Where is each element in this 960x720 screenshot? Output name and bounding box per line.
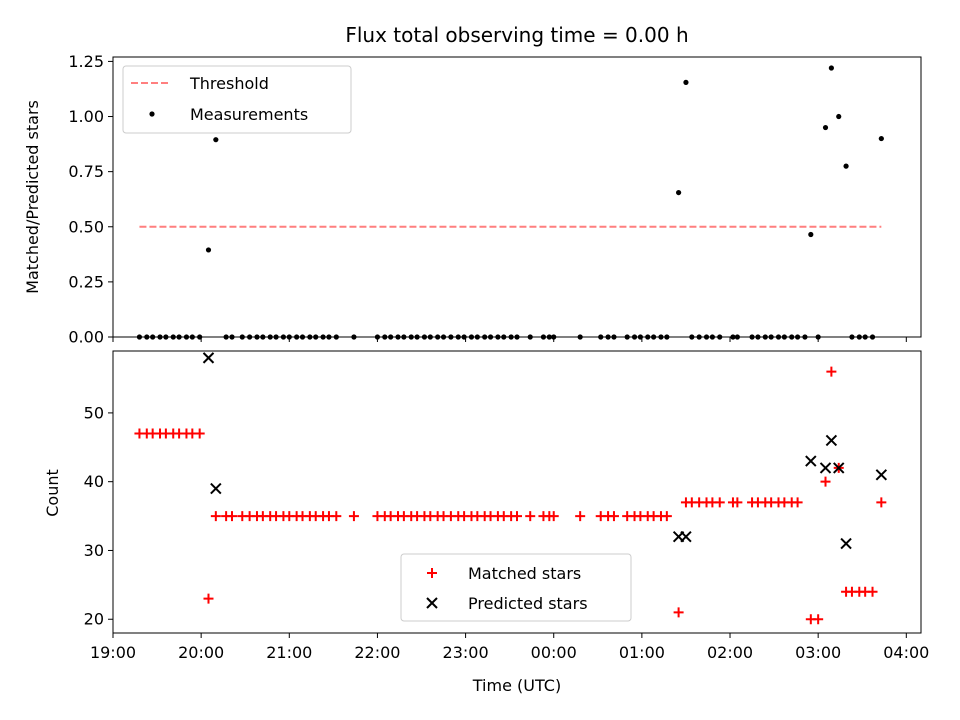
matched-stars-point (512, 511, 522, 522)
matched-stars-point (876, 497, 887, 508)
bottom-axes-frame (112, 350, 922, 634)
x-tick-label: 23:00 (443, 643, 489, 662)
matched-stars-point (732, 497, 743, 508)
predicted-stars-point (825, 434, 838, 447)
x-tick-label: 02:00 (707, 643, 753, 662)
measurement-point (205, 247, 212, 253)
chart-title: Flux total observing time = 0.00 h (345, 23, 688, 47)
top-axes-frame (112, 56, 922, 338)
top-y-tick-label: 0.50 (68, 217, 104, 236)
top-y-tick-label: 0.00 (68, 328, 104, 347)
x-axis-label: Time (UTC) (472, 676, 561, 695)
matched-stars-point (548, 511, 559, 522)
matched-stars-point (348, 511, 359, 522)
x-tick-label: 20:00 (178, 643, 224, 662)
matched-stars-point (226, 511, 237, 522)
predicted-stars-point (210, 482, 222, 495)
legend-matched-swatch (427, 568, 437, 578)
bottom-y-tick-label: 40 (84, 472, 104, 491)
top-y-axis-label: Matched/Predicted stars (23, 100, 42, 294)
legend-measurements-label: Measurements (190, 105, 308, 124)
x-tick-label: 00:00 (531, 643, 577, 662)
predicted-stars-point (680, 530, 692, 543)
predicted-stars-point (202, 352, 215, 364)
top-y-tick-label: 1.25 (68, 52, 104, 71)
measurement-point (213, 137, 219, 143)
top-y-tick-label: 1.00 (68, 107, 104, 126)
measurement-point (878, 135, 884, 142)
x-tick-label: 03:00 (795, 643, 841, 662)
top-y-tick-label: 0.25 (68, 272, 104, 291)
matched-stars-point (792, 497, 803, 508)
legend-threshold-label: Threshold (189, 74, 269, 93)
matched-stars-point (661, 511, 672, 522)
matched-stars-point (820, 476, 831, 487)
measurement-point (828, 65, 834, 71)
matched-stars-point (826, 366, 837, 377)
legend-measurements-swatch (149, 111, 155, 117)
bottom-y-tick-label: 30 (84, 541, 104, 560)
predicted-stars-point (833, 462, 845, 474)
matched-stars-point (813, 614, 824, 625)
measurement-point (808, 231, 814, 238)
bottom-legend-box (400, 553, 632, 622)
x-tick-label: 01:00 (619, 643, 665, 662)
measurement-point (836, 113, 842, 120)
predicted-stars-point (819, 462, 832, 474)
predicted-stars-point (875, 469, 888, 481)
measurement-point (822, 124, 829, 131)
top-y-tick-label: 0.75 (68, 162, 104, 181)
matched-stars-point (525, 511, 536, 522)
predicted-stars-point (840, 537, 852, 550)
matched-stars-point (575, 511, 586, 522)
x-tick-label: 04:00 (883, 643, 929, 662)
matched-stars-point (331, 511, 342, 522)
legend-predicted-swatch (426, 597, 438, 609)
top-panel: 0.00 0.25 0.50 0.75 1.00 1.25 Threshold Measure… (68, 52, 922, 347)
legend-predicted-label: Predicted stars (468, 594, 588, 613)
bottom-panel: 20 30 40 50 19:00 20:00 21:00 22:00 23:00 00:00 01… (84, 350, 929, 662)
matched-stars-point (194, 428, 205, 439)
matched-stars-point (203, 593, 214, 604)
matched-stars-point (867, 586, 878, 597)
matched-stars-point (608, 511, 619, 522)
bottom-y-tick-label: 20 (84, 610, 104, 629)
matched-stars-point (673, 607, 684, 618)
matched-stars-point (714, 497, 725, 508)
x-tick-label: 22:00 (354, 643, 400, 662)
predicted-stars-point (805, 455, 817, 467)
bottom-y-axis-label: Count (43, 469, 62, 517)
x-tick-label: 19:00 (90, 643, 136, 662)
top-legend-box (122, 65, 352, 134)
measurement-point (843, 163, 849, 169)
x-tick-label: 21:00 (266, 643, 312, 662)
legend-matched-label: Matched stars (468, 564, 581, 583)
bottom-y-tick-label: 50 (84, 403, 104, 422)
measurement-point (683, 79, 689, 85)
matched-stars-point (210, 511, 221, 522)
measurement-point (676, 189, 682, 196)
